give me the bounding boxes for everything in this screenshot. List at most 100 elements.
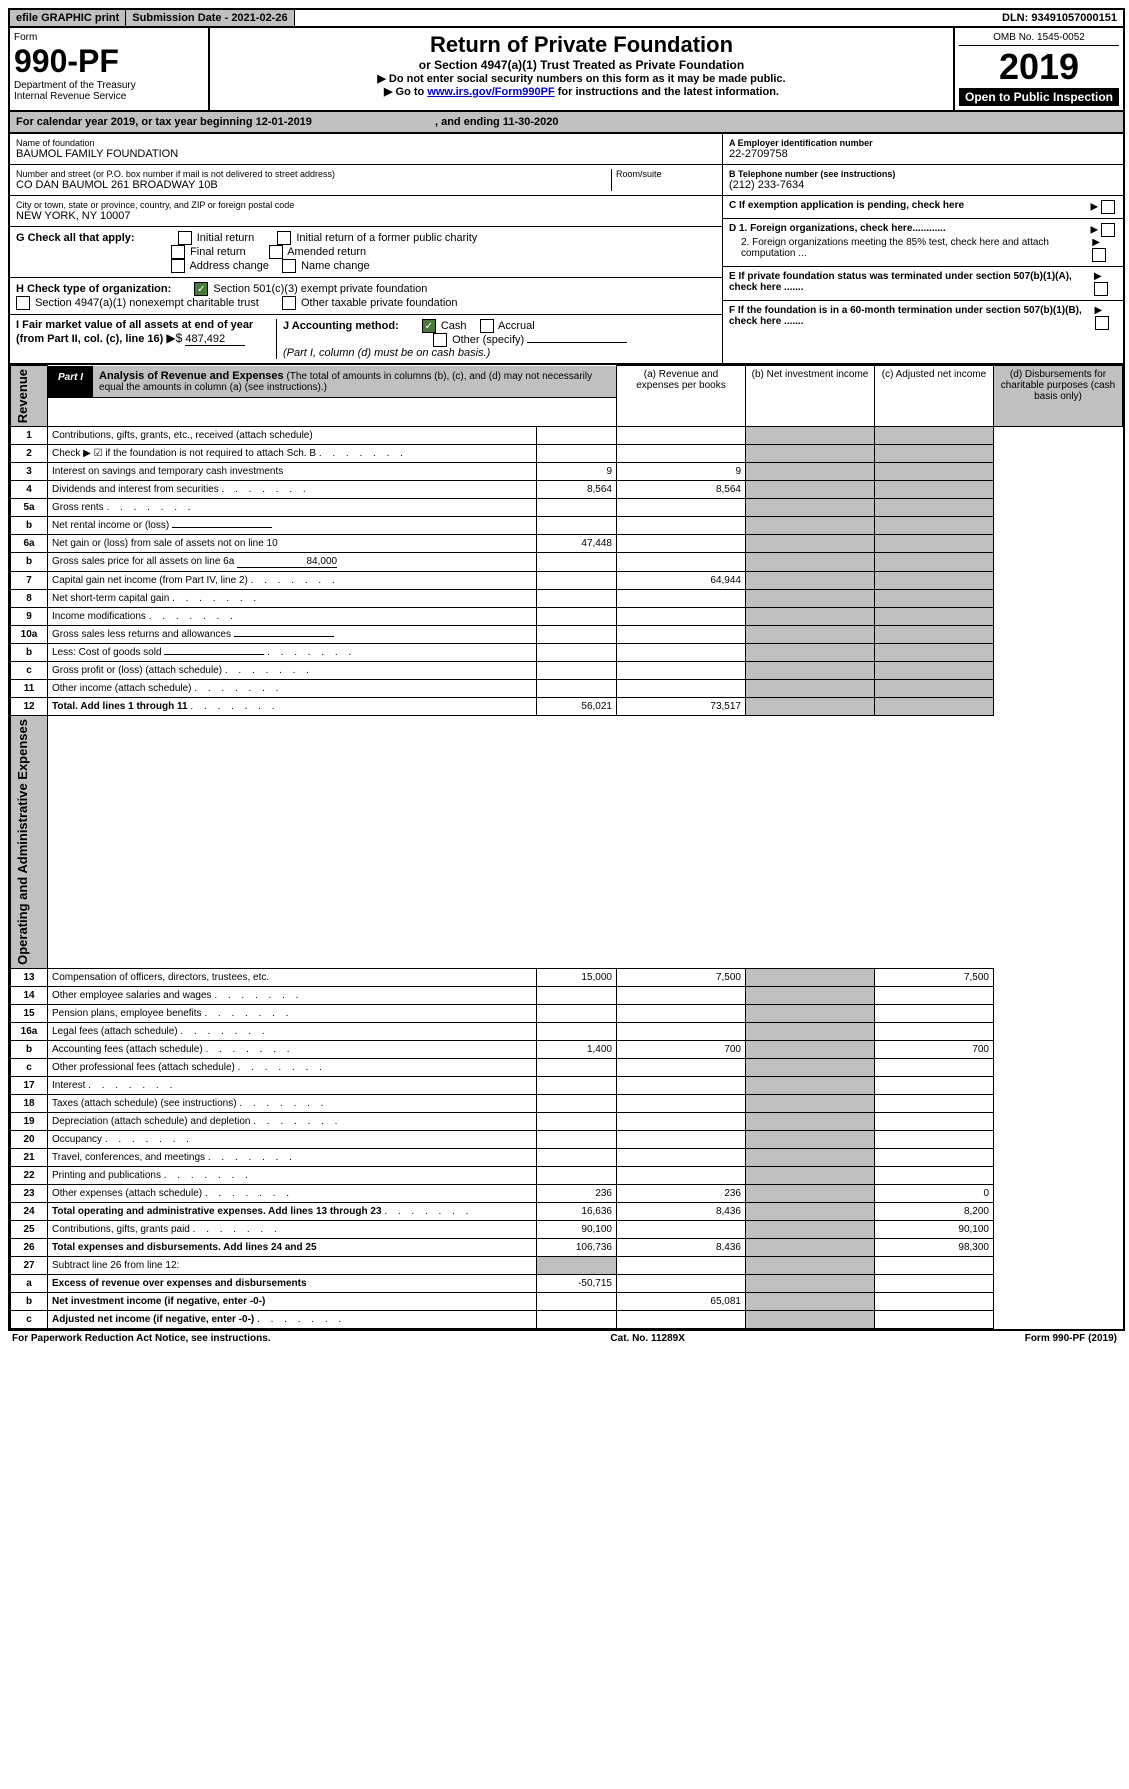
col-b-header: (b) Net investment income: [746, 366, 875, 427]
col-a-val: [537, 427, 617, 445]
line-desc: Accounting fees (attach schedule) . . . …: [48, 1041, 537, 1059]
line-num: 15: [11, 1005, 48, 1023]
col-b-val: [617, 1005, 746, 1023]
g-label: G Check all that apply:: [16, 232, 135, 244]
accrual-checkbox[interactable]: [480, 319, 494, 333]
name-change-checkbox[interactable]: [282, 259, 296, 273]
line-num: 9: [11, 608, 48, 626]
col-a-header: (a) Revenue and expenses per books: [617, 366, 746, 427]
name-label: Name of foundation: [16, 138, 716, 148]
line-desc: Total. Add lines 1 through 11 . . . . . …: [48, 698, 537, 716]
line-num: 13: [11, 969, 48, 987]
f-checkbox[interactable]: [1095, 316, 1109, 330]
col-b-val: [617, 1077, 746, 1095]
line-num: 3: [11, 463, 48, 481]
ein-label: A Employer identification number: [729, 138, 873, 148]
g-opt-1: Initial return of a former public charit…: [296, 232, 477, 244]
col-c-val: [746, 1257, 875, 1275]
line-desc: Other employee salaries and wages . . . …: [48, 987, 537, 1005]
col-a-val: [537, 644, 617, 662]
d2-text: 2. Foreign organizations meeting the 85%…: [729, 237, 1092, 262]
col-d-val: [875, 626, 994, 644]
col-b-val: [617, 1095, 746, 1113]
initial-former-checkbox[interactable]: [277, 231, 291, 245]
line-desc: Less: Cost of goods sold . . . . . . .: [48, 644, 537, 662]
form-header: Form 990-PF Department of the Treasury I…: [10, 28, 1123, 112]
line-num: 12: [11, 698, 48, 716]
col-a-val: [537, 1059, 617, 1077]
col-a-val: 236: [537, 1185, 617, 1203]
submission-date-label: Submission Date - 2021-02-26: [132, 12, 287, 24]
cal-end: , and ending 11-30-2020: [435, 116, 559, 128]
col-d-val: [875, 698, 994, 716]
line-num: 4: [11, 481, 48, 499]
col-d-val: [875, 1023, 994, 1041]
col-d-header: (d) Disbursements for charitable purpose…: [994, 366, 1123, 427]
efile-print-button[interactable]: efile GRAPHIC print: [10, 10, 126, 26]
other-method-checkbox[interactable]: [433, 333, 447, 347]
e-row: E If private foundation status was termi…: [723, 267, 1123, 301]
j-accrual: Accrual: [498, 320, 535, 332]
col-b-val: [617, 1149, 746, 1167]
initial-return-checkbox[interactable]: [178, 231, 192, 245]
col-c-val: [746, 969, 875, 987]
line-desc: Total expenses and disbursements. Add li…: [48, 1239, 537, 1257]
col-b-val: 236: [617, 1185, 746, 1203]
col-a-val: 15,000: [537, 969, 617, 987]
c-checkbox[interactable]: [1101, 200, 1115, 214]
line-desc: Compensation of officers, directors, tru…: [48, 969, 537, 987]
d1-checkbox[interactable]: [1101, 223, 1115, 237]
col-c-val: [746, 1239, 875, 1257]
col-d-val: [875, 1059, 994, 1077]
g-opt-2: Final return: [190, 246, 246, 258]
year-box: OMB No. 1545-0052 2019 Open to Public In…: [953, 28, 1123, 110]
address-change-checkbox[interactable]: [171, 259, 185, 273]
col-c-val: [746, 427, 875, 445]
col-a-val: [537, 1293, 617, 1311]
topbar: efile GRAPHIC print Submission Date - 20…: [10, 10, 1123, 28]
irs-link[interactable]: www.irs.gov/Form990PF: [427, 86, 554, 98]
paperwork-notice: For Paperwork Reduction Act Notice, see …: [12, 1333, 271, 1344]
col-c-val: [746, 1041, 875, 1059]
h-section: H Check type of organization: Section 50…: [10, 278, 722, 315]
col-b-val: [617, 499, 746, 517]
calendar-year-row: For calendar year 2019, or tax year begi…: [10, 112, 1123, 134]
col-b-val: [617, 1221, 746, 1239]
line-desc: Legal fees (attach schedule) . . . . . .…: [48, 1023, 537, 1041]
final-return-checkbox[interactable]: [171, 245, 185, 259]
d2-checkbox[interactable]: [1092, 248, 1106, 262]
g-opt-4: Address change: [189, 260, 269, 272]
line-num: 25: [11, 1221, 48, 1239]
c-text: C If exemption application is pending, c…: [729, 200, 964, 211]
other-method-input[interactable]: [527, 342, 627, 343]
col-b-val: [617, 662, 746, 680]
g-section: G Check all that apply: Initial return I…: [10, 227, 722, 278]
line-desc: Excess of revenue over expenses and disb…: [48, 1275, 537, 1293]
col-a-val: 106,736: [537, 1239, 617, 1257]
col-c-val: [746, 1221, 875, 1239]
form-number-box: Form 990-PF Department of the Treasury I…: [10, 28, 210, 110]
cash-checkbox[interactable]: [422, 319, 436, 333]
col-a-val: [537, 1023, 617, 1041]
dln-number: DLN: 93491057000151: [996, 10, 1123, 26]
other-taxable-checkbox[interactable]: [282, 296, 296, 310]
col-a-val: [537, 626, 617, 644]
col-c-val: [746, 590, 875, 608]
4947-checkbox[interactable]: [16, 296, 30, 310]
col-d-val: [875, 1095, 994, 1113]
col-a-val: 1,400: [537, 1041, 617, 1059]
line-desc: Printing and publications . . . . . . .: [48, 1167, 537, 1185]
col-c-val: [746, 1203, 875, 1221]
col-c-val: [746, 1131, 875, 1149]
d-row: D 1. Foreign organizations, check here..…: [723, 219, 1123, 267]
amended-return-checkbox[interactable]: [269, 245, 283, 259]
col-c-val: [746, 1005, 875, 1023]
address-cell: Number and street (or P.O. box number if…: [10, 165, 722, 196]
form-title: Return of Private Foundation: [214, 32, 949, 58]
e-checkbox[interactable]: [1094, 282, 1108, 296]
ij-section: I Fair market value of all assets at end…: [10, 315, 722, 363]
501c3-checkbox[interactable]: [194, 282, 208, 296]
col-d-val: [875, 1113, 994, 1131]
line-num: 19: [11, 1113, 48, 1131]
phone-cell: B Telephone number (see instructions) (2…: [723, 165, 1123, 196]
